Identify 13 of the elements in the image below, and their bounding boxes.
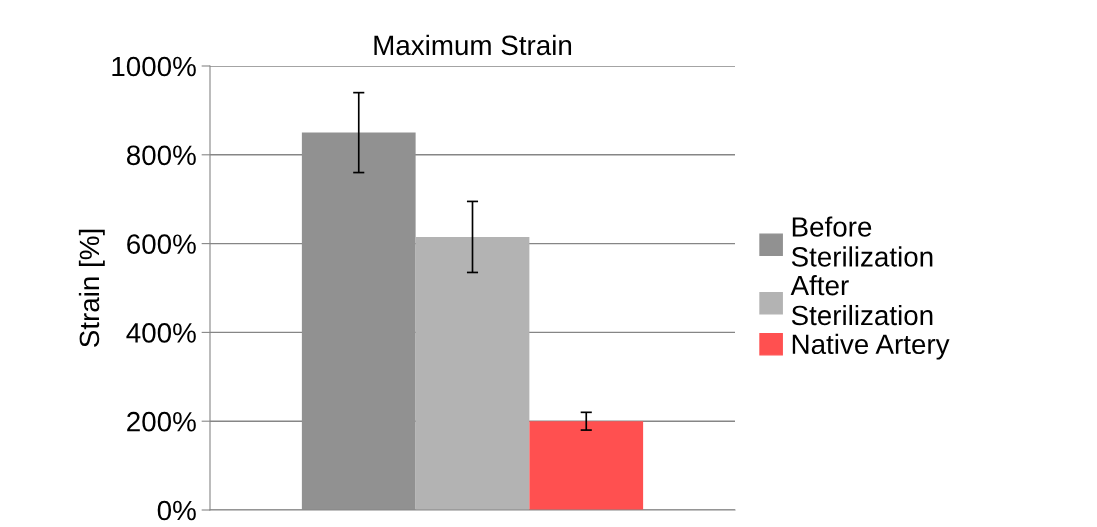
y-tick-label: 400% [126,323,196,343]
y-axis-title: Strain [%] [78,229,105,347]
legend-label: Native Artery [792,333,950,360]
y-tick-label: 0% [157,500,196,521]
legend-label: After Sterilization [790,275,933,326]
bar [415,236,530,510]
y-tick-label: 600% [127,234,196,254]
legend-label: Before Sterilization [791,216,933,267]
chart-title: Maximum Strain [374,34,572,56]
y-tick-label: 200% [127,411,196,432]
bar [529,421,644,510]
y-tick-label: 800% [126,145,196,166]
y-tick-label: 1000% [112,56,196,77]
